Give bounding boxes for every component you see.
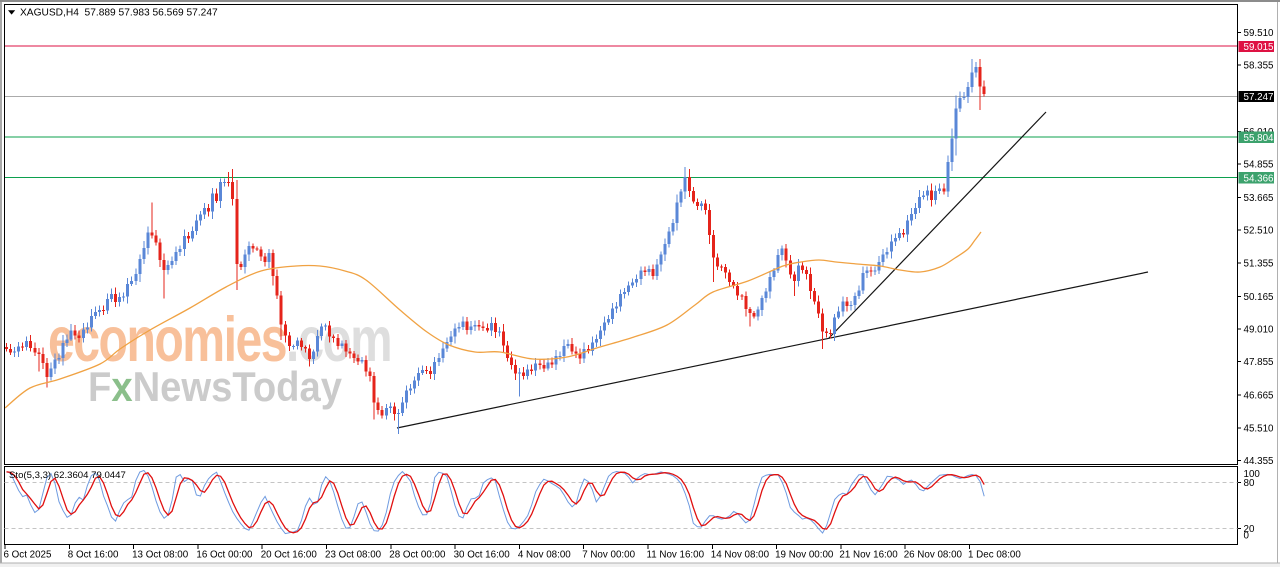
svg-text:6 Oct 2025: 6 Oct 2025 <box>4 550 52 561</box>
svg-text:55.804: 55.804 <box>1244 133 1275 144</box>
svg-text:8 Oct 16:00: 8 Oct 16:00 <box>68 550 119 561</box>
svg-text:51.355: 51.355 <box>1244 258 1275 269</box>
svg-text:11 Nov 16:00: 11 Nov 16:00 <box>647 550 705 561</box>
svg-text:53.665: 53.665 <box>1244 193 1275 204</box>
svg-text:100: 100 <box>1244 469 1261 480</box>
svg-text:4 Nov 08:00: 4 Nov 08:00 <box>518 550 571 561</box>
svg-text:54.366: 54.366 <box>1244 173 1275 184</box>
svg-text:47.855: 47.855 <box>1244 357 1275 368</box>
svg-text:59.510: 59.510 <box>1244 28 1275 39</box>
svg-text:20 Oct 16:00: 20 Oct 16:00 <box>261 550 318 561</box>
svg-text:0: 0 <box>1244 531 1250 542</box>
svg-text:46.665: 46.665 <box>1244 391 1275 402</box>
svg-text:.com: .com <box>286 305 391 375</box>
svg-text:19 Nov 00:00: 19 Nov 00:00 <box>775 550 834 561</box>
svg-text:30 Oct 16:00: 30 Oct 16:00 <box>454 550 511 561</box>
svg-text:50.165: 50.165 <box>1244 292 1275 303</box>
svg-text:54.855: 54.855 <box>1244 160 1275 171</box>
svg-text:21 Nov 16:00: 21 Nov 16:00 <box>839 550 898 561</box>
svg-text:16 Oct 00:00: 16 Oct 00:00 <box>196 550 253 561</box>
svg-text:XAGUSD,H4 57.889 57.983 56.56: XAGUSD,H4 57.889 57.983 56.569 57.247 <box>20 8 218 19</box>
svg-text:44.355: 44.355 <box>1244 456 1275 467</box>
svg-text:52.510: 52.510 <box>1244 226 1275 237</box>
svg-text:13 Oct 08:00: 13 Oct 08:00 <box>132 550 189 561</box>
svg-text:58.355: 58.355 <box>1244 61 1275 72</box>
svg-text:57.247: 57.247 <box>1244 92 1274 103</box>
svg-text:FxNewsToday: FxNewsToday <box>88 363 343 410</box>
svg-text:7 Nov 00:00: 7 Nov 00:00 <box>582 550 635 561</box>
svg-text:49.010: 49.010 <box>1244 325 1275 336</box>
svg-text:economies: economies <box>48 305 286 375</box>
svg-text:1 Dec 08:00: 1 Dec 08:00 <box>968 550 1021 561</box>
svg-text:23 Oct 08:00: 23 Oct 08:00 <box>325 550 382 561</box>
svg-text:14 Nov 08:00: 14 Nov 08:00 <box>711 550 770 561</box>
svg-text:59.015: 59.015 <box>1244 42 1275 53</box>
svg-text:28 Oct 00:00: 28 Oct 00:00 <box>389 550 446 561</box>
svg-text:Sto(5,3,3) 62.3604 79.0447: Sto(5,3,3) 62.3604 79.0447 <box>9 470 126 481</box>
svg-text:26 Nov 08:00: 26 Nov 08:00 <box>904 550 963 561</box>
svg-text:20: 20 <box>1244 524 1255 535</box>
svg-text:80: 80 <box>1244 478 1255 489</box>
svg-text:45.510: 45.510 <box>1244 423 1275 434</box>
